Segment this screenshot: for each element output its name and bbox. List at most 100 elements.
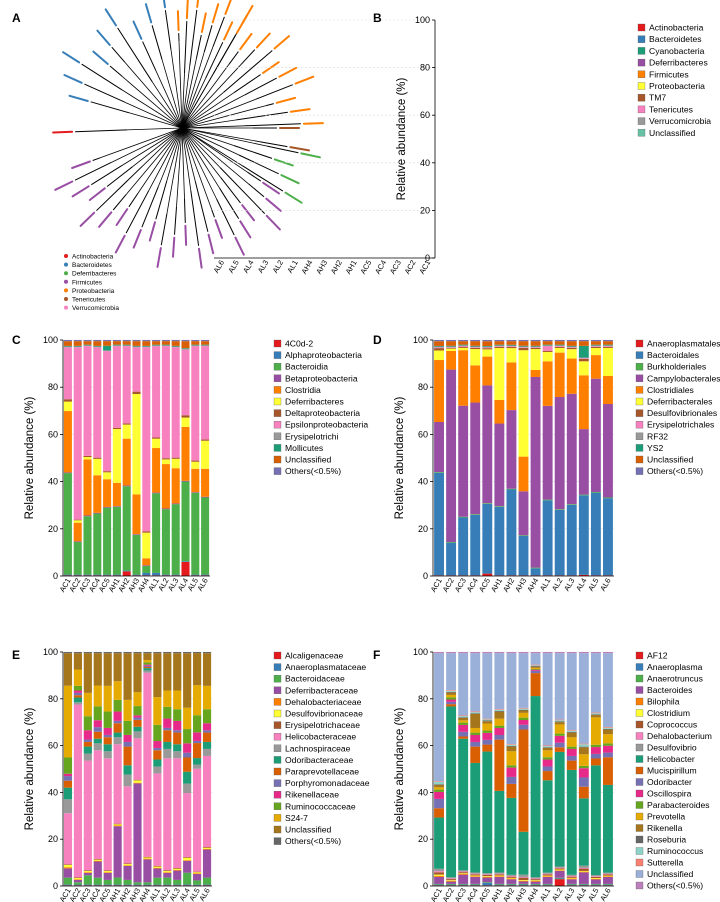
bar-segment <box>161 464 170 509</box>
tree-branch <box>240 49 256 65</box>
tree-branch <box>125 127 183 195</box>
bar-segment <box>554 751 565 867</box>
bar-segment <box>506 797 517 875</box>
bar-segment <box>171 468 180 504</box>
tree-branch <box>84 83 125 103</box>
tree-branch <box>81 63 123 91</box>
bar-segment <box>518 535 529 576</box>
bar-segment <box>542 750 553 758</box>
bar-segment <box>578 798 589 866</box>
tree-branch <box>110 127 183 163</box>
bar-segment <box>83 459 92 516</box>
bar-segment <box>482 873 493 875</box>
phylo-tree-branches <box>74 9 301 246</box>
bar-segment <box>173 868 182 870</box>
bar-segment <box>554 722 565 725</box>
bar-segment <box>112 427 121 430</box>
bar-segment <box>446 877 457 879</box>
bar-segment <box>458 405 469 517</box>
bar-segment <box>603 345 613 347</box>
bar-segment <box>73 702 82 705</box>
legend-label: Actinobacteria <box>649 23 704 33</box>
tree-branch <box>184 21 188 74</box>
bar-segment <box>193 873 202 874</box>
tree-leaf-marker <box>185 0 189 20</box>
x-tick-label: AL4 <box>574 887 588 902</box>
bar-segment <box>566 875 577 877</box>
y-tick-label: 0 <box>425 253 430 263</box>
legend-swatch <box>635 651 644 660</box>
bar-segment <box>458 517 469 576</box>
bar-segment <box>603 872 613 874</box>
bar-segment <box>103 471 112 473</box>
bar-segment <box>458 736 469 739</box>
legend-swatch <box>273 767 282 776</box>
bar-segment <box>470 347 481 350</box>
bar-segment <box>73 520 82 523</box>
bar-segment <box>142 558 151 566</box>
bar-segment <box>133 731 142 739</box>
bar-segment <box>63 341 72 346</box>
bar-segment <box>93 727 102 732</box>
legend-label: Desulfovibrionaceae <box>285 709 363 719</box>
bar-segment <box>603 875 613 877</box>
bar-segment <box>530 879 541 881</box>
bar-segment <box>578 883 589 885</box>
bar-segment <box>470 341 481 346</box>
legend-swatch <box>635 743 644 752</box>
bar-segment <box>103 351 112 472</box>
tree-branch <box>92 157 101 161</box>
bar-segment <box>554 870 565 871</box>
bar-segment <box>163 730 172 742</box>
legend-swatch <box>273 663 282 671</box>
bar-segment <box>554 870 565 878</box>
bar-segment <box>470 875 481 877</box>
tree-leaf-marker <box>52 130 74 134</box>
bar-segment <box>103 506 112 508</box>
bar-segment <box>446 345 457 347</box>
bar-segment <box>470 883 481 885</box>
tree-leaf-marker <box>79 211 96 227</box>
y-tick-label: 80 <box>420 63 430 73</box>
bar-segment <box>73 697 82 703</box>
bar-segment <box>506 874 517 876</box>
legend-swatch <box>635 397 644 406</box>
tree-branch <box>259 141 288 148</box>
bar-segment <box>181 480 190 482</box>
bar-segment <box>470 402 481 515</box>
bar-segment <box>434 791 444 799</box>
tree-branch <box>111 46 126 63</box>
legend-swatch <box>635 674 644 683</box>
bar-segment <box>542 652 553 654</box>
bar-segment <box>153 773 162 866</box>
bar-segment <box>506 884 517 886</box>
bar-segment <box>63 799 73 814</box>
bar-segment <box>103 727 112 735</box>
bar-segment <box>133 715 142 718</box>
bar-segment <box>590 713 601 715</box>
bar-segment <box>603 876 613 877</box>
legend-label: Deferribacteres <box>649 58 708 68</box>
bar-segment <box>603 745 613 753</box>
bar-segment <box>143 666 152 669</box>
legend-swatch <box>273 444 282 452</box>
bar-segment <box>578 495 589 575</box>
bar-segment <box>173 653 182 691</box>
bar-segment <box>132 341 141 346</box>
bar-segment <box>530 376 541 568</box>
bar-segment <box>93 340 102 342</box>
x-tick-label: AL5 <box>586 887 600 902</box>
bar-segment <box>73 541 82 542</box>
tree-branch <box>128 112 183 129</box>
bar-segment <box>530 653 541 665</box>
tree-branch <box>121 127 183 166</box>
bar-segment <box>434 874 444 876</box>
bar-segment <box>470 741 481 747</box>
bar-segment <box>518 720 529 725</box>
bar-segment <box>458 344 469 346</box>
bar-segment <box>83 760 92 871</box>
bar-segment <box>446 350 457 370</box>
bar-segment <box>470 734 481 742</box>
tree-leaf-marker <box>92 50 109 65</box>
bar-segment <box>142 345 151 347</box>
